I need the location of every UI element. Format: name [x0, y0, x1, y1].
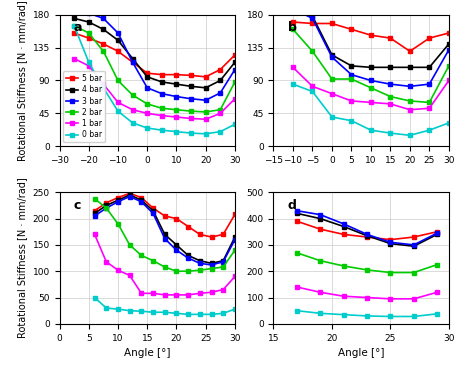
Y-axis label: Rotational Stiffness [N · mm/rad]: Rotational Stiffness [N · mm/rad] [17, 0, 27, 161]
Legend: 5 bar, 4 bar, 3 bar, 2 bar, 1 bar, 0 bar: 5 bar, 4 bar, 3 bar, 2 bar, 1 bar, 0 bar [63, 71, 105, 142]
Y-axis label: Rotational Stiffness [N · mm/rad]: Rotational Stiffness [N · mm/rad] [17, 178, 27, 339]
X-axis label: Angle [°]: Angle [°] [124, 348, 170, 358]
Text: a: a [74, 21, 82, 34]
Text: b: b [288, 21, 296, 34]
Text: c: c [74, 199, 81, 212]
X-axis label: Angle [°]: Angle [°] [338, 348, 384, 358]
Text: d: d [288, 199, 296, 212]
